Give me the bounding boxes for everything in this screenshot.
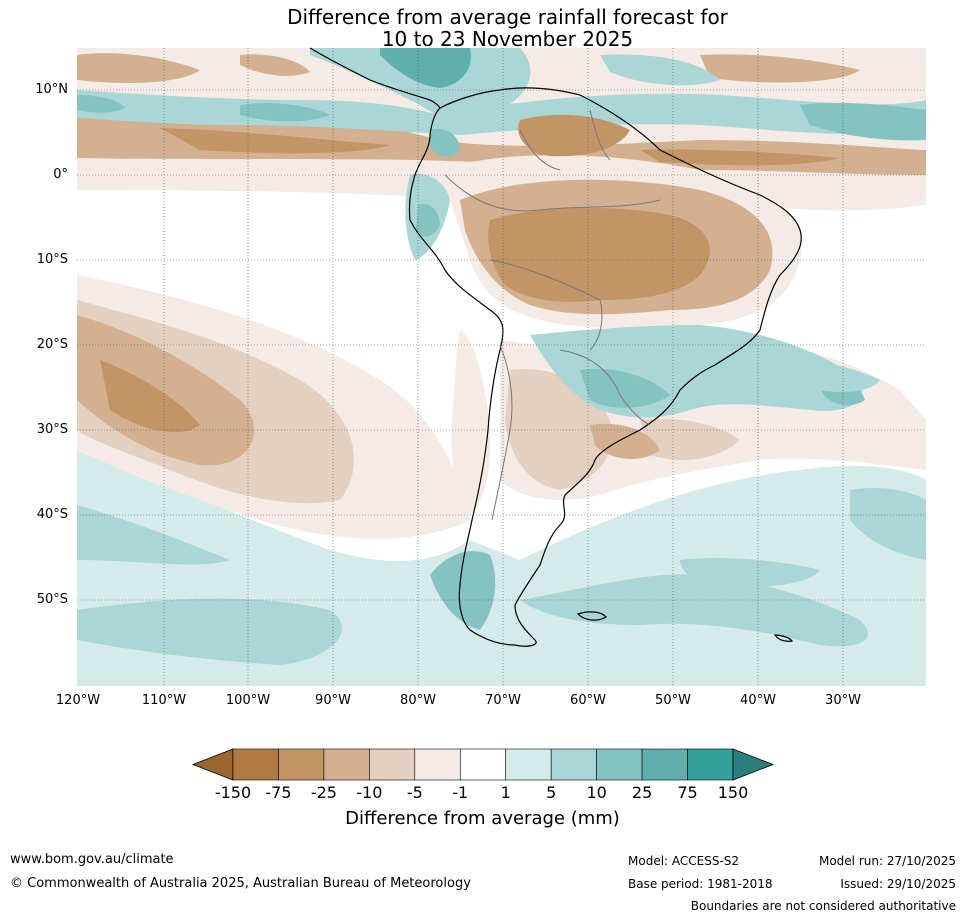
footer-issued: Issued: 29/10/2025 — [840, 877, 956, 891]
southeast-pacific-dry-strong — [100, 360, 200, 433]
south-georgia — [773, 634, 794, 642]
colorbar-extend-low — [191, 748, 234, 781]
atlantic-subtropical-wet — [760, 358, 880, 392]
colorbar-swatch — [369, 748, 416, 781]
lon-label-40w: 40°W — [740, 693, 776, 708]
colorbar-swatch — [414, 748, 461, 781]
colorbar-tick-label: -25 — [310, 783, 337, 802]
chile-dry-coast — [451, 330, 491, 515]
lon-label-30w: 30°W — [825, 693, 861, 708]
rainfall-anomaly-layer — [77, 48, 926, 686]
guiana-dry — [518, 114, 630, 157]
lon-label-60w: 60°W — [570, 693, 606, 708]
colorbar-swatch — [505, 748, 552, 781]
colorbar-tick-label: -10 — [356, 783, 383, 802]
footer-model-run: Model run: 27/10/2025 — [818, 854, 956, 868]
colorbar-title: Difference from average (mm) — [345, 808, 620, 829]
lat-label-30s: 30°S — [36, 422, 68, 437]
colorbar-swatch — [232, 748, 279, 781]
colorbar-tick-label: -5 — [406, 783, 423, 802]
colorbar-tick-label: -75 — [265, 783, 292, 802]
lon-label-90w: 90°W — [315, 693, 351, 708]
footer-copyright: © Commonwealth of Australia 2025, Austra… — [10, 876, 471, 891]
colorbar-tick-label: -150 — [214, 783, 252, 802]
lon-label-70w: 70°W — [485, 693, 521, 708]
southern-brazil-dry-moderate — [505, 369, 740, 490]
colorbar-swatch — [550, 748, 597, 781]
north-pacific-dry-patches — [77, 53, 860, 83]
lat-label-10s: 10°S — [36, 252, 68, 267]
colorbar-swatch — [278, 748, 325, 781]
southern-ocean-moderate-wet — [77, 488, 926, 665]
colorbar-swatch — [323, 748, 370, 781]
lon-label-100w: 100°W — [225, 693, 271, 708]
southeast-pacific-dry-core — [77, 315, 255, 466]
colorbar-tick-label: -1 — [452, 783, 469, 802]
colorbar-tick-label: 5 — [546, 783, 557, 802]
colorbar-tick-label: 150 — [717, 783, 749, 802]
graticule — [77, 48, 926, 686]
colorbar — [191, 748, 775, 781]
colorbar-tick-label: 25 — [631, 783, 653, 802]
colorbar-swatch — [687, 748, 734, 781]
colorbar-tick-label: 1 — [500, 783, 511, 802]
amazon-dry-strong — [488, 208, 710, 302]
footer-disclaimer: Boundaries are not considered authoritat… — [690, 899, 956, 913]
lat-label-50s: 50°S — [36, 592, 68, 607]
equatorial-wet-core — [77, 95, 926, 141]
colorbar-tick-label: 10 — [586, 783, 607, 802]
central-america-coastline — [309, 47, 441, 109]
equatorial-dry-core — [160, 128, 840, 166]
map-title-line-2: 10 to 23 November 2025 — [381, 27, 634, 51]
colorbar-swatch — [596, 748, 643, 781]
lat-label-0: 0° — [53, 167, 68, 182]
map-title-line-1: Difference from average rainfall forecas… — [287, 5, 728, 29]
uruguay-dry-core — [590, 423, 660, 460]
lat-label-20s: 20°S — [36, 337, 68, 352]
lon-label-110w: 110°W — [141, 693, 187, 708]
andes-wet-core — [416, 128, 460, 237]
footer-base-period: Base period: 1981-2018 — [628, 877, 773, 891]
footer-url[interactable]: www.bom.gov.au/climate — [10, 852, 174, 867]
caribbean-wet-core — [380, 48, 471, 88]
footer-model: Model: ACCESS-S2 — [628, 854, 740, 868]
lon-label-120w: 120°W — [55, 693, 101, 708]
lon-label-80w: 80°W — [400, 693, 436, 708]
equatorial-wet-band — [77, 90, 926, 135]
colorbar-tick-label: 75 — [677, 783, 698, 802]
central-brazil-wet-core — [580, 368, 865, 408]
colorbar-swatch — [641, 748, 688, 781]
lat-label-10n: 10°N — [35, 82, 68, 97]
colorbar-swatch — [459, 748, 507, 781]
lat-label-40s: 40°S — [36, 507, 68, 522]
patagonia-wet-core — [430, 551, 496, 630]
coastlines — [309, 47, 802, 647]
colorbar-extend-high — [732, 748, 775, 781]
south-america-coastline — [408, 87, 802, 647]
lon-label-50w: 50°W — [655, 693, 691, 708]
